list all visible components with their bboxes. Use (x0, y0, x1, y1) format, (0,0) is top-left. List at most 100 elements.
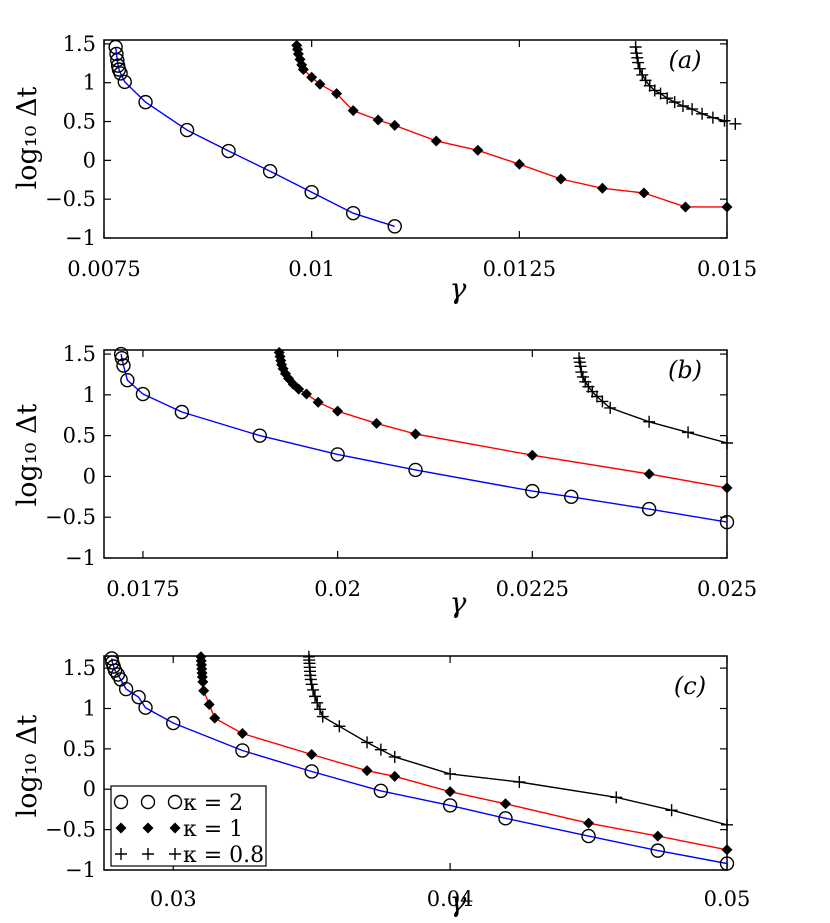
y-tick-label: 0 (83, 148, 96, 172)
legend-marker-plus (142, 848, 154, 860)
data-point-diamond (721, 482, 733, 494)
data-point-plus (721, 436, 733, 449)
x-tick-label: 0.02 (314, 577, 361, 601)
y-tick-label: 1 (83, 383, 96, 407)
x-tick-label: 0.015 (697, 257, 757, 281)
series-line-1 (200, 656, 727, 851)
data-point-diamond (389, 770, 401, 782)
data-point-diamond (198, 685, 210, 697)
data-point-diamond (679, 201, 691, 213)
data-point-plus (632, 56, 645, 69)
y-tick-label: 1.5 (63, 32, 96, 56)
data-point-circle (235, 743, 250, 758)
data-point-plus (668, 96, 681, 109)
data-point-circle (138, 94, 153, 110)
data-point-plus (333, 720, 346, 733)
data-point-circle (166, 715, 181, 731)
data-point-plus (361, 736, 374, 749)
data-point-diamond (197, 676, 209, 688)
y-tick-label: 0.5 (63, 737, 96, 761)
axes-frame (103, 39, 728, 239)
data-point-circle (304, 764, 319, 779)
y-tick-label: −1 (65, 858, 96, 882)
data-point-plus (665, 804, 678, 817)
data-point-diamond (513, 158, 525, 170)
data-point-circle (387, 219, 402, 234)
legend-marker-diamond (169, 822, 181, 834)
panel-label: (a) (668, 46, 701, 74)
x-tick-label: 0.0175 (106, 577, 179, 601)
data-point-diamond (300, 388, 312, 400)
data-point-plus (604, 401, 617, 414)
legend-label: κ = 1 (183, 817, 243, 842)
y-tick-label: 0.5 (63, 424, 96, 448)
data-point-plus (721, 818, 733, 831)
data-point-circle (116, 358, 131, 373)
data-point-circle (373, 783, 389, 799)
data-point-circle (138, 700, 153, 715)
data-point-diamond (314, 78, 326, 90)
data-point-plus (654, 87, 667, 100)
series-line-1 (278, 352, 727, 489)
series-line-0 (120, 353, 727, 523)
data-point-circle (719, 856, 735, 871)
y-tick-label: 0.5 (63, 110, 96, 134)
data-point-diamond (444, 786, 456, 798)
data-point-circle (252, 428, 267, 443)
legend-marker-circle (113, 794, 129, 810)
x-axis-label: γ (450, 885, 467, 918)
y-tick-label: −0.5 (45, 505, 96, 529)
data-point-circle (581, 828, 596, 844)
data-point-diamond (555, 173, 567, 185)
y-tick-label: 1 (83, 71, 96, 95)
data-point-plus (633, 62, 646, 75)
series-line-0 (111, 658, 727, 865)
data-point-circle (221, 143, 236, 159)
x-tick-label: 0.04 (427, 887, 474, 911)
x-tick-label: 0.03 (150, 887, 197, 911)
data-point-diamond (638, 187, 650, 199)
data-point-diamond (721, 844, 733, 856)
y-axis-label: log₁₀ Δt (12, 714, 43, 817)
data-point-circle (346, 205, 361, 221)
y-axis-label: log₁₀ Δt (12, 86, 43, 189)
data-point-plus (304, 673, 317, 686)
data-point-diamond (499, 798, 511, 810)
x-tick-label: 0.025 (697, 577, 757, 601)
data-point-circle (120, 372, 135, 388)
data-point-circle (564, 489, 579, 505)
data-point-plus (307, 683, 320, 696)
y-tick-label: −1 (65, 546, 96, 570)
data-point-circle (117, 74, 132, 90)
data-point-circle (262, 164, 278, 179)
data-point-diamond (361, 765, 373, 777)
data-point-diamond (430, 135, 442, 147)
y-axis-label: log₁₀ Δt (12, 403, 43, 506)
series-line-1 (296, 45, 727, 208)
panel-3: 1.5 1 0.5 0 −0.5 −1 0.03 0.04 0.05 log₁₀ Δt γ (c) κ … (12, 650, 751, 918)
legend-marker-plus (115, 848, 127, 860)
data-point-circle (113, 66, 128, 81)
data-point-plus (308, 690, 321, 703)
y-tick-label: −0.5 (45, 187, 96, 211)
series-line-2 (308, 656, 727, 826)
data-point-circle (641, 501, 657, 517)
data-point-diamond (526, 449, 538, 461)
data-point-diamond (331, 88, 343, 100)
data-point-diamond (643, 468, 655, 480)
data-point-circle (330, 447, 345, 462)
data-point-circle (498, 811, 513, 826)
data-point-diamond (652, 830, 664, 842)
data-point-diamond (372, 114, 384, 126)
data-point-diamond (236, 728, 248, 740)
data-point-diamond (306, 749, 318, 761)
data-point-plus (311, 696, 324, 709)
data-point-plus (648, 84, 661, 97)
data-point-diamond (721, 201, 733, 213)
data-point-plus (316, 710, 329, 723)
data-point-circle (131, 689, 146, 705)
data-point-plus (696, 107, 709, 120)
x-tick-label: 0.05 (704, 887, 751, 911)
data-point-circle (719, 514, 735, 530)
